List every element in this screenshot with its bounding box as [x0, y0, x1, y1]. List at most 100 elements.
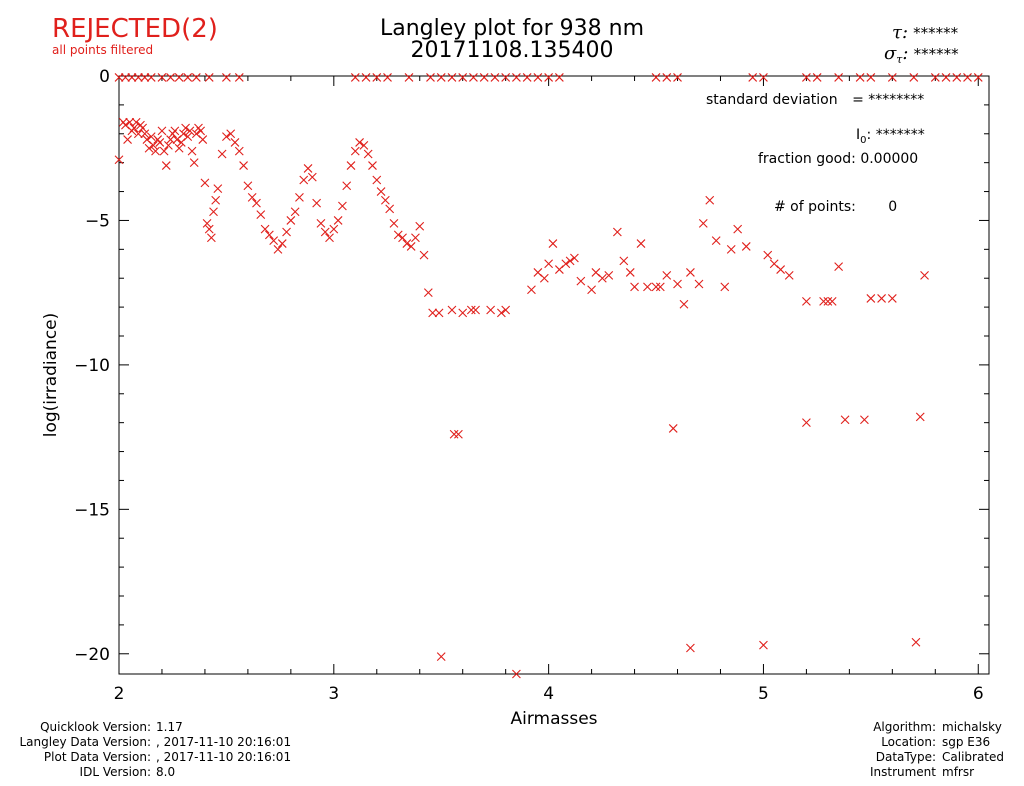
data-point [383, 73, 392, 82]
data-point [174, 73, 184, 82]
data-point [123, 135, 132, 144]
data-point [554, 73, 564, 82]
data-point [776, 265, 786, 274]
data-point [380, 195, 390, 205]
data-point [338, 201, 347, 211]
data-point [587, 285, 596, 295]
data-point [426, 73, 435, 82]
footer_right-value: sgp E36 [942, 735, 991, 749]
data-point [226, 129, 236, 139]
data-point [941, 73, 951, 82]
data-point [312, 198, 322, 208]
data-point [698, 218, 708, 228]
footer_right-label: Instrument [869, 765, 936, 779]
data-point [125, 117, 135, 127]
std-dev-equals: = [852, 92, 864, 108]
data-point [159, 146, 169, 156]
footer_left-value: 1.17 [156, 720, 183, 734]
data-point [196, 126, 206, 136]
data-point [179, 129, 188, 139]
x-axis-label: Airmasses [510, 709, 597, 729]
data-point [458, 73, 468, 82]
footer_left-value: , 2017-11-10 20:16:01 [156, 735, 292, 749]
i0-colon: : [866, 127, 872, 143]
data-point [204, 224, 214, 234]
data-point [200, 178, 210, 188]
data-point [533, 73, 543, 82]
data-point [662, 270, 672, 280]
data-point [217, 149, 227, 159]
data-point [447, 73, 457, 82]
data-point [447, 305, 457, 315]
footer_left-label: Langley Data Version: [19, 735, 151, 749]
data-point [763, 250, 773, 260]
data-point [612, 227, 622, 237]
data-point [346, 161, 356, 170]
data-point [355, 138, 364, 147]
data-point [211, 195, 221, 205]
sigma-subscript: τ [896, 53, 903, 67]
chart-title: Langley plot for 938 nm [379, 16, 645, 41]
data-point [406, 242, 416, 251]
y-tick-label: −10 [74, 356, 110, 376]
data-point [325, 233, 334, 243]
y-tick-label: 0 [99, 67, 110, 87]
data-point [230, 138, 240, 147]
tau-value: ****** [913, 24, 959, 42]
data-point [185, 126, 195, 136]
data-point [129, 123, 139, 133]
data-point [157, 73, 167, 82]
x-tick-label: 4 [543, 684, 554, 704]
footer_left-label: Plot Data Version: [43, 750, 151, 764]
data-point [673, 279, 682, 289]
status-sublabel: all points filtered [52, 43, 154, 57]
data-point [342, 181, 352, 191]
data-point [501, 73, 511, 82]
i0-label: I [856, 127, 861, 143]
y-axis-label: log(irradiance) [41, 313, 61, 438]
data-point [121, 73, 130, 82]
std-dev-value: ******** [868, 92, 925, 108]
footer_left-value: , 2017-11-10 20:16:01 [156, 750, 292, 764]
data-point [434, 308, 444, 318]
data-point [759, 640, 768, 650]
data-point [140, 129, 150, 139]
data-point [155, 138, 165, 147]
data-point [512, 669, 521, 679]
data-point [404, 73, 414, 82]
data-point [486, 305, 496, 315]
data-point [222, 73, 231, 82]
footer_right-label: Algorithm: [873, 720, 936, 734]
data-point [930, 73, 940, 82]
data-point [840, 415, 850, 425]
data-point [544, 259, 554, 269]
data-point [198, 135, 208, 144]
data-point [146, 132, 156, 142]
data-point [619, 256, 629, 266]
data-point [802, 73, 811, 82]
tau-symbol: τ: [892, 22, 909, 43]
data-point [402, 239, 412, 248]
data-point [802, 418, 811, 428]
data-point [436, 652, 446, 662]
data-point [133, 129, 143, 139]
footer_left-label: IDL Version: [79, 765, 151, 779]
data-point [748, 73, 758, 82]
points-label: # of points: [774, 199, 856, 215]
data-point [247, 192, 257, 202]
data-point [458, 308, 468, 318]
data-point [295, 192, 304, 202]
data-point [576, 276, 586, 286]
data-point [625, 268, 635, 277]
data-point [234, 146, 244, 156]
std-dev-label: standard deviation [706, 92, 838, 108]
fraction-good-readout: fraction good: 0.00000 [758, 151, 918, 167]
data-point [151, 146, 160, 156]
i0-readout: I0: ******* [856, 127, 925, 146]
data-point [855, 73, 865, 82]
data-point [222, 132, 231, 142]
data-point [290, 207, 300, 217]
data-point [133, 73, 143, 82]
data-point [264, 230, 274, 240]
